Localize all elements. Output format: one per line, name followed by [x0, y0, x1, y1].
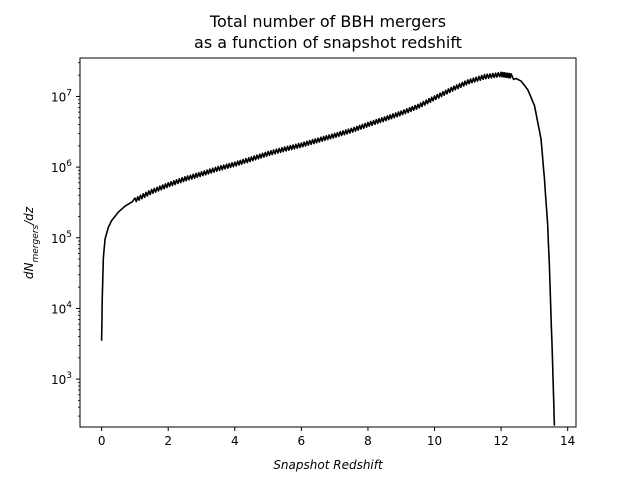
y-axis-label-main: dN	[22, 262, 36, 279]
series-line	[100, 71, 556, 426]
chart-title-line-2: as a function of snapshot redshift	[194, 33, 462, 52]
y-tick-base: 10	[51, 161, 66, 175]
x-axis: 0 2 4 6 8 10 12 14	[98, 427, 575, 448]
y-tick-label: 106	[51, 159, 72, 175]
y-tick-exponent: 4	[66, 300, 72, 310]
y-tick-exponent: 6	[66, 159, 72, 169]
y-tick-base: 10	[51, 302, 66, 316]
y-tick-exponent: 5	[66, 230, 72, 240]
x-tick-label: 0	[98, 434, 106, 448]
y-axis-label: dNmergers/dz	[22, 206, 41, 279]
y-axis-label-sub: mergers	[31, 225, 41, 263]
y-tick-exponent: 7	[66, 88, 72, 98]
y-tick-base: 10	[51, 373, 66, 387]
axes-frame	[79, 57, 577, 428]
x-tick-label: 12	[493, 434, 508, 448]
x-tick-label: 2	[164, 434, 172, 448]
y-tick-exponent: 3	[66, 371, 72, 381]
y-tick-label: 103	[51, 371, 72, 387]
x-axis-label: Snapshot Redshift	[273, 458, 384, 472]
y-tick-base: 10	[51, 90, 66, 104]
x-tick-label: 6	[298, 434, 306, 448]
x-tick-label: 8	[364, 434, 372, 448]
y-axis-label-tail: /dz	[22, 206, 36, 226]
x-tick-label: 4	[231, 434, 239, 448]
y-tick-label: 104	[51, 300, 72, 316]
plot-area	[100, 71, 556, 426]
x-tick-label: 14	[560, 434, 575, 448]
chart-title-line-1: Total number of BBH mergers	[209, 12, 446, 31]
y-tick-label: 105	[51, 230, 72, 246]
x-tick-label: 10	[427, 434, 442, 448]
y-tick-base: 10	[51, 232, 66, 246]
y-tick-label: 107	[51, 88, 72, 104]
